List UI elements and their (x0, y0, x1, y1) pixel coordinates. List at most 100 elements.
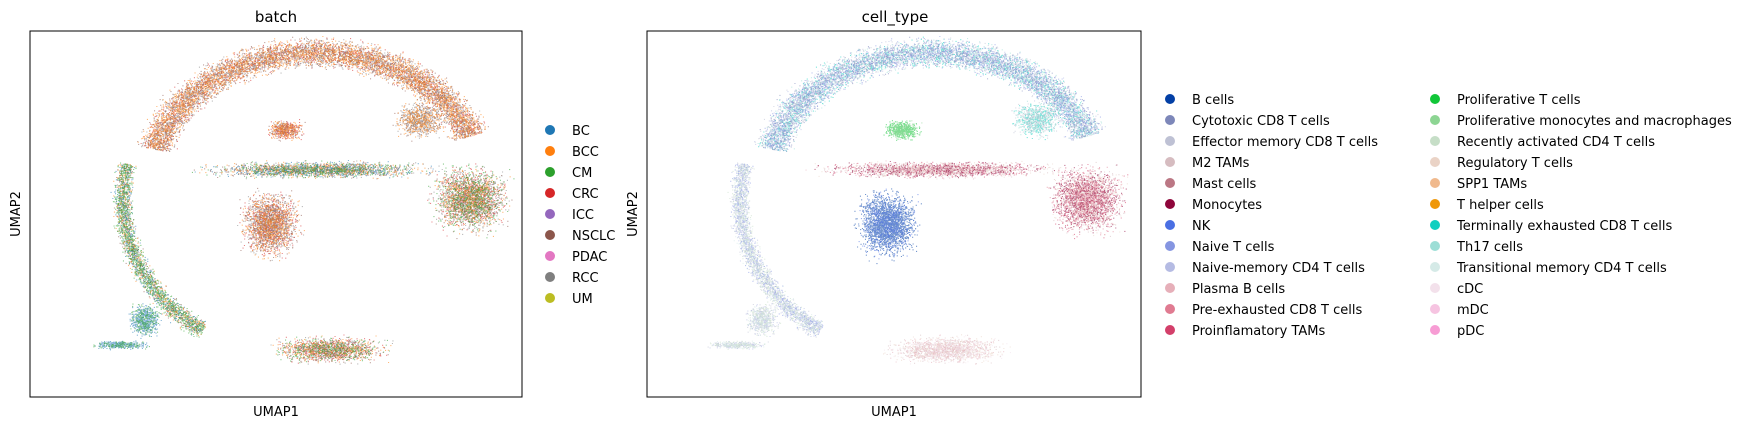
legend-item: cDC (1430, 282, 1483, 297)
batch-title: batch (255, 8, 297, 26)
legend-item: Proliferative monocytes and macrophages (1430, 114, 1732, 129)
legend-item: M2 TAMs (1165, 156, 1250, 171)
legend-label: Naive T cells (1192, 240, 1275, 255)
legend-label: CM (572, 166, 592, 181)
legend-marker (1165, 157, 1175, 167)
scatter-point-group (885, 120, 923, 140)
legend-item: B cells (1165, 93, 1234, 108)
legend-marker (1165, 199, 1175, 209)
legend-item: T helper cells (1430, 198, 1544, 213)
scatter-point-group (113, 36, 513, 364)
legend-item: SPP1 TAMs (1430, 177, 1527, 192)
legend-label: UM (572, 292, 593, 307)
legend-marker (1430, 220, 1440, 230)
legend-item: Recently activated CD4 T cells (1430, 135, 1655, 150)
legend-label: Mast cells (1192, 177, 1257, 192)
legend-marker (1430, 115, 1440, 125)
legend-item: Proliferative T cells (1430, 93, 1581, 108)
legend-marker (545, 293, 555, 303)
batch-panel: batch UMAP1 UMAP2 BC BCC CM CRC ICC NSCLC PDAC… (9, 8, 615, 420)
scatter-point-group (858, 188, 919, 260)
legend-marker (1165, 262, 1175, 272)
legend-item: RCC (545, 271, 599, 286)
legend-item: Regulatory T cells (1430, 156, 1573, 171)
legend-item: CM (545, 166, 592, 181)
legend-item: Naive T cells (1165, 240, 1275, 255)
batch-plot-frame (29, 30, 523, 398)
batch-ylabel: UMAP2 (9, 191, 24, 237)
legend-label: BCC (572, 145, 599, 160)
scatter-point-group (94, 159, 440, 351)
scatter-point-group (1046, 166, 1126, 236)
legend-item: Mast cells (1165, 177, 1257, 192)
legend-label: T helper cells (1456, 198, 1544, 213)
cell-type-panel: cell_type UMAP1 UMAP2 B cells Cytotoxic C… (626, 8, 1732, 420)
cell-type-legend: B cells Cytotoxic CD8 T cells Effector mem… (1165, 93, 1732, 339)
legend-marker (1430, 325, 1440, 335)
legend-item: NSCLC (545, 229, 615, 244)
legend-marker (1165, 94, 1175, 104)
legend-label: NK (1192, 219, 1211, 234)
legend-marker (545, 209, 555, 219)
legend-item: Terminally exhausted CD8 T cells (1430, 219, 1672, 234)
legend-label: Terminally exhausted CD8 T cells (1456, 219, 1672, 234)
legend-item: Transitional memory CD4 T cells (1430, 261, 1667, 276)
legend-marker (545, 125, 555, 135)
legend-marker (1430, 157, 1440, 167)
legend-item: pDC (1430, 324, 1484, 339)
legend-marker (1165, 178, 1175, 188)
legend-marker (1165, 241, 1175, 251)
legend-item: NK (1165, 219, 1211, 234)
legend-item: ICC (545, 208, 594, 223)
legend-label: Plasma B cells (1192, 282, 1285, 297)
cell-type-plot-frame (646, 30, 1142, 398)
legend-label: CRC (572, 187, 599, 202)
legend-label: Proinflamatory TAMs (1192, 324, 1326, 339)
legend-item: Plasma B cells (1165, 282, 1285, 297)
legend-marker (545, 230, 555, 240)
legend-marker (1430, 136, 1440, 146)
legend-marker (545, 146, 555, 156)
cell-type-xlabel: UMAP1 (871, 405, 917, 420)
legend-label: ICC (572, 208, 594, 223)
legend-marker (1430, 304, 1440, 314)
legend-marker (1430, 94, 1440, 104)
legend-item: Naive-memory CD4 T cells (1165, 261, 1365, 276)
legend-item: UM (545, 292, 593, 307)
scatter-point-group (713, 163, 823, 350)
legend-marker (1165, 325, 1175, 335)
legend-label: RCC (572, 271, 599, 286)
legend-marker (545, 272, 555, 282)
legend-item: Th17 cells (1430, 240, 1523, 255)
legend-label: B cells (1192, 93, 1234, 108)
legend-marker (1430, 199, 1440, 209)
legend-label: Effector memory CD8 T cells (1192, 135, 1378, 150)
legend-label: M2 TAMs (1192, 156, 1250, 171)
legend-item: CRC (545, 187, 599, 202)
scatter-point-group (113, 35, 511, 364)
legend-label: SPP1 TAMs (1457, 177, 1527, 192)
legend-marker (1165, 283, 1175, 293)
legend-marker (545, 188, 555, 198)
legend-label: Naive-memory CD4 T cells (1192, 261, 1365, 276)
legend-label: pDC (1457, 324, 1484, 339)
legend-item: Monocytes (1165, 198, 1262, 213)
legend-marker (1165, 304, 1175, 314)
legend-label: NSCLC (572, 229, 615, 244)
legend-item: Cytotoxic CD8 T cells (1165, 114, 1330, 129)
scatter-point-group (93, 160, 515, 364)
legend-label: Th17 cells (1456, 240, 1523, 255)
legend-marker (1430, 241, 1440, 251)
cell-type-ylabel: UMAP2 (626, 191, 641, 237)
legend-label: Proliferative monocytes and macrophages (1457, 114, 1732, 129)
scatter-point-group (853, 188, 922, 265)
legend-item: BCC (545, 145, 599, 160)
legend-marker (545, 167, 555, 177)
legend-label: Pre-exhausted CD8 T cells (1192, 303, 1362, 318)
legend-item: Pre-exhausted CD8 T cells (1165, 303, 1362, 318)
legend-item: Proinflamatory TAMs (1165, 324, 1326, 339)
legend-label: PDAC (572, 250, 607, 265)
batch-xlabel: UMAP1 (253, 405, 299, 420)
scatter-point-group (759, 36, 1103, 152)
